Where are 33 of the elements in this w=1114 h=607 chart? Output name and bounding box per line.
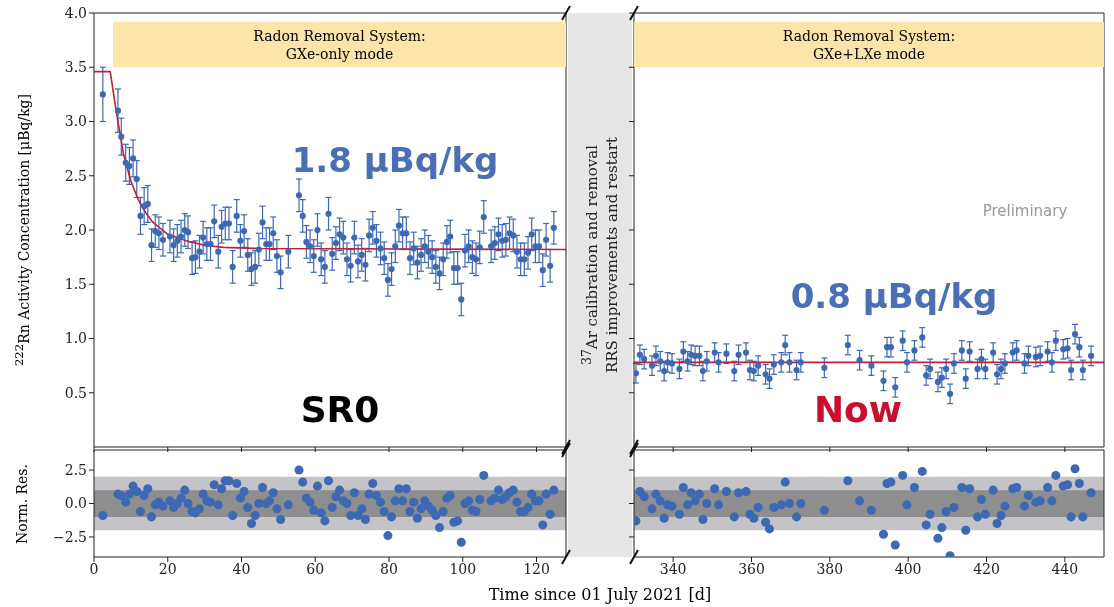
x-tick-label: 340	[659, 560, 687, 577]
annotation: 0.8 μBq/kg	[790, 274, 998, 318]
y-tick-label: 0.0	[64, 495, 87, 512]
x-axis-title: Time since 01 July 2021 [d]	[488, 584, 712, 604]
x-tick-label: 60	[306, 560, 325, 577]
annotation: Now	[813, 387, 903, 432]
annotation: 1.8 μBq/kg	[291, 138, 499, 182]
y-tick-label: 2.0	[64, 221, 87, 238]
y-tick-label: −2.5	[53, 528, 87, 545]
x-tick-label: 400	[894, 560, 922, 577]
x-tick-label: 100	[449, 560, 477, 577]
y-tick-label: 1.5	[64, 276, 87, 293]
annotation: Radon Removal System: GXe+LXe mode	[782, 26, 956, 63]
x-tick-label: 420	[973, 560, 1000, 577]
annotation: Radon Removal System: GXe-only mode	[253, 26, 426, 63]
x-tick-label: 380	[816, 560, 844, 577]
x-tick-label: 120	[523, 560, 550, 577]
x-tick-label: 440	[1051, 560, 1079, 577]
x-tick-label: 0	[89, 560, 99, 577]
x-tick-label: 20	[158, 560, 177, 577]
y-tick-label: 2.5	[64, 167, 87, 184]
annotation: SR0	[300, 387, 380, 432]
x-tick-label: 80	[380, 560, 398, 577]
y-axis-title: Norm. Res.	[14, 463, 30, 544]
y-tick-label: 3.5	[64, 59, 87, 76]
y-tick-label: 3.0	[64, 113, 87, 130]
y-tick-label: 2.5	[64, 462, 87, 479]
y-tick-label: 4.0	[64, 4, 87, 21]
y-tick-label: 1.0	[64, 330, 87, 347]
x-tick-label: 360	[738, 560, 765, 577]
y-tick-label: 0.5	[64, 384, 87, 401]
x-tick-label: 40	[232, 560, 251, 577]
annotation: Preliminary	[982, 202, 1068, 222]
